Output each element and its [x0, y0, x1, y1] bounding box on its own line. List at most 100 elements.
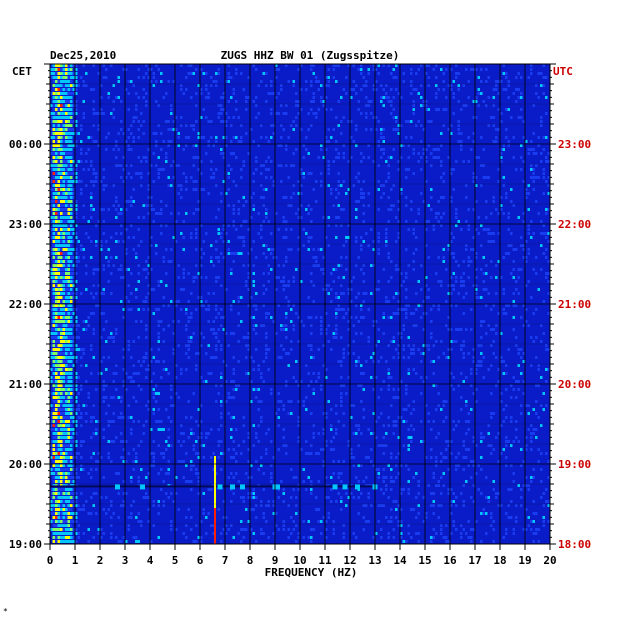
heatmap-cell [392, 480, 395, 483]
heatmap-cell [500, 360, 503, 363]
heatmap-cell [325, 148, 328, 151]
heatmap-cell [55, 388, 58, 391]
heatmap-cell [60, 280, 63, 283]
heatmap-cell [387, 416, 390, 419]
heatmap-cell [472, 140, 475, 143]
heatmap-cell [512, 440, 515, 443]
heatmap-cell [55, 156, 58, 159]
heatmap-cell [360, 464, 363, 467]
heatmap-cell [390, 340, 393, 343]
heatmap-cell [305, 396, 308, 399]
heatmap-cell [432, 304, 435, 307]
heatmap-cell [360, 316, 363, 319]
heatmap-cell [285, 112, 288, 115]
heatmap-cell [470, 248, 473, 251]
heatmap-cell [185, 88, 188, 91]
heatmap-cell [287, 300, 290, 303]
heatmap-cell [110, 420, 113, 423]
heatmap-cell [310, 208, 313, 211]
heatmap-cell [477, 360, 480, 363]
heatmap-cell [50, 444, 53, 447]
heatmap-cell [55, 272, 58, 275]
heatmap-cell [287, 528, 290, 531]
heatmap-cell [465, 404, 468, 407]
heatmap-cell [460, 144, 463, 147]
heatmap-cell [107, 92, 110, 95]
heatmap-cell [507, 348, 510, 351]
heatmap-cell [62, 392, 65, 395]
heatmap-cell [80, 152, 83, 155]
heatmap-cell [520, 236, 523, 239]
heatmap-cell [57, 104, 60, 107]
heatmap-cell [110, 64, 113, 67]
heatmap-cell [537, 96, 540, 99]
heatmap-cell [202, 508, 205, 511]
heatmap-cell [367, 104, 370, 107]
heatmap-cell [490, 116, 493, 119]
heatmap-cell [392, 312, 395, 315]
heatmap-cell [62, 232, 65, 235]
heatmap-cell [507, 244, 510, 247]
heatmap-cell [150, 540, 153, 543]
heatmap-cell [75, 452, 78, 455]
heatmap-cell [50, 72, 53, 75]
heatmap-cell [455, 208, 458, 211]
heatmap-cell [260, 124, 263, 127]
heatmap-cell [345, 92, 348, 95]
heatmap-cell [340, 396, 343, 399]
heatmap-cell [92, 328, 95, 331]
heatmap-cell [287, 80, 290, 83]
heatmap-cell [472, 68, 475, 71]
heatmap-cell [537, 176, 540, 179]
heatmap-cell [75, 528, 78, 531]
heatmap-cell [425, 516, 428, 519]
heatmap-cell [540, 324, 543, 327]
heatmap-cell [170, 444, 173, 447]
heatmap-cell [57, 248, 60, 251]
heatmap-cell [62, 440, 65, 443]
heatmap-cell [70, 512, 73, 515]
heatmap-cell [452, 92, 455, 95]
heatmap-cell [335, 236, 338, 239]
heatmap-cell [75, 272, 78, 275]
heatmap-cell [450, 372, 453, 375]
heatmap-cell [355, 144, 358, 147]
heatmap-cell [437, 280, 440, 283]
heatmap-cell [217, 276, 220, 279]
heatmap-cell [475, 284, 478, 287]
heatmap-cell [55, 224, 58, 227]
heatmap-cell [215, 168, 218, 171]
heatmap-cell [50, 492, 53, 495]
heatmap-cell [545, 96, 548, 99]
heatmap-cell [52, 260, 55, 263]
heatmap-cell [62, 64, 65, 67]
heatmap-cell [290, 348, 293, 351]
heatmap-cell [55, 284, 58, 287]
heatmap-cell [220, 424, 223, 427]
heatmap-cell [52, 104, 55, 107]
heatmap-cell [247, 460, 250, 463]
heatmap-cell [430, 360, 433, 363]
heatmap-cell [400, 96, 403, 99]
heatmap-cell [437, 516, 440, 519]
heatmap-cell [75, 80, 78, 83]
heatmap-cell [57, 504, 60, 507]
heatmap-cell [402, 344, 405, 347]
event-blip [332, 484, 338, 490]
heatmap-cell [60, 320, 63, 323]
heatmap-cell [505, 512, 508, 515]
heatmap-cell [137, 156, 140, 159]
heatmap-cell [57, 188, 60, 191]
heatmap-cell [295, 92, 298, 95]
heatmap-cell [232, 252, 235, 255]
heatmap-cell [457, 120, 460, 123]
heatmap-cell [240, 540, 243, 543]
heatmap-cell [375, 344, 378, 347]
heatmap-cell [72, 468, 75, 471]
heatmap-cell [477, 76, 480, 79]
heatmap-cell [382, 312, 385, 315]
heatmap-cell [215, 140, 218, 143]
heatmap-cell [272, 500, 275, 503]
heatmap-cell [262, 516, 265, 519]
heatmap-cell [347, 352, 350, 355]
